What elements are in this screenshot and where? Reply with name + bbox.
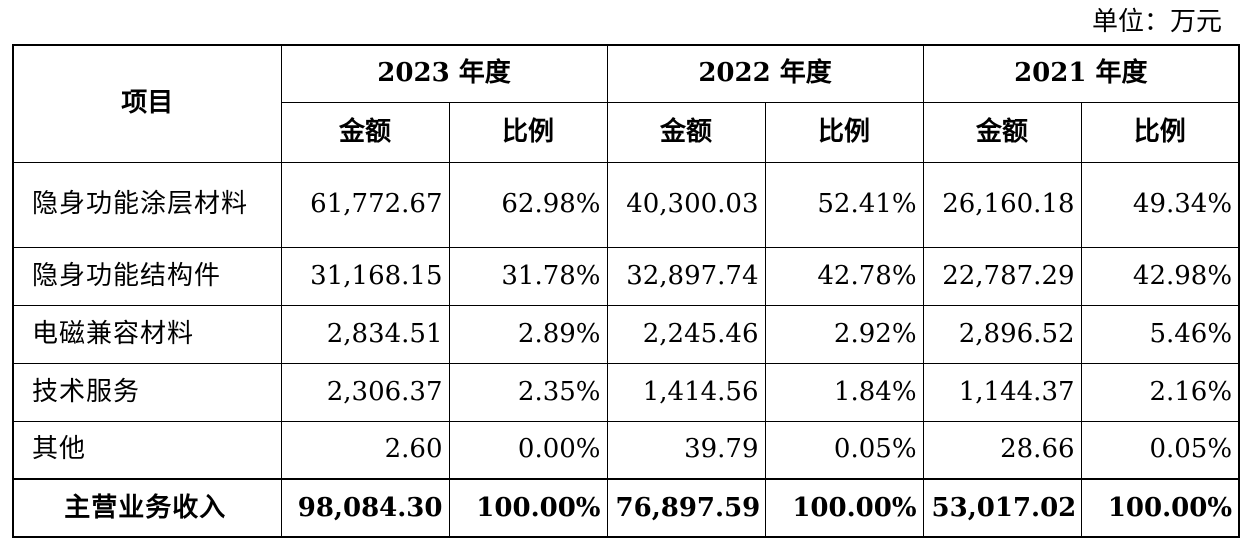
cell-ratio-2022: 52.41%	[764, 161, 924, 248]
cell-ratio-2023: 31.78%	[448, 246, 608, 306]
cell-ratio-2021: 5.46%	[1080, 304, 1240, 364]
header-amount: 金额	[606, 101, 766, 163]
table-row: 隐身功能结构件 31,168.15 31.78% 32,897.74 42.78…	[12, 246, 1240, 306]
header-ratio: 比例	[1080, 101, 1240, 163]
cell-amount-2022: 39.79	[606, 420, 766, 480]
table-row: 其他 2.60 0.00% 39.79 0.05% 28.66 0.05%	[12, 420, 1240, 480]
cell-amount-2021: 26,160.18	[922, 161, 1082, 248]
header-item: 项目	[12, 44, 282, 163]
cell-amount-2022: 40,300.03	[606, 161, 766, 248]
table-row: 技术服务 2,306.37 2.35% 1,414.56 1.84% 1,144…	[12, 362, 1240, 422]
header-ratio: 比例	[448, 101, 608, 163]
total-ratio-2023: 100.00%	[448, 478, 608, 538]
header-ratio: 比例	[764, 101, 924, 163]
cell-ratio-2022: 2.92%	[764, 304, 924, 364]
row-label: 技术服务	[12, 362, 282, 422]
revenue-table: 项目 2023 年度 2022 年度 2021 年度 金额 比例 金额 比例 金…	[12, 44, 1241, 538]
cell-ratio-2022: 42.78%	[764, 246, 924, 306]
row-label: 隐身功能结构件	[12, 246, 282, 306]
header-row-years: 项目 2023 年度 2022 年度 2021 年度	[12, 44, 1240, 163]
cell-amount-2023: 31,168.15	[280, 246, 450, 306]
header-year-2023: 2023 年度	[280, 44, 608, 103]
cell-amount-2021: 1,144.37	[922, 362, 1082, 422]
header-amount: 金额	[922, 101, 1082, 163]
header-amount: 金额	[280, 101, 450, 163]
cell-ratio-2023: 2.89%	[448, 304, 608, 364]
total-label: 主营业务收入	[12, 478, 282, 538]
header-year-2021: 2021 年度	[922, 44, 1240, 103]
cell-amount-2023: 2,306.37	[280, 362, 450, 422]
total-ratio-2022: 100.00%	[764, 478, 924, 538]
cell-ratio-2021: 2.16%	[1080, 362, 1240, 422]
cell-ratio-2023: 62.98%	[448, 161, 608, 248]
cell-amount-2021: 28.66	[922, 420, 1082, 480]
cell-ratio-2021: 49.34%	[1080, 161, 1240, 248]
cell-amount-2022: 1,414.56	[606, 362, 766, 422]
total-amount-2021: 53,017.02	[922, 478, 1082, 538]
cell-ratio-2023: 2.35%	[448, 362, 608, 422]
cell-amount-2023: 2,834.51	[280, 304, 450, 364]
cell-ratio-2023: 0.00%	[448, 420, 608, 480]
cell-ratio-2021: 42.98%	[1080, 246, 1240, 306]
cell-amount-2021: 2,896.52	[922, 304, 1082, 364]
unit-label: 单位：万元	[1091, 7, 1222, 37]
cell-ratio-2022: 0.05%	[764, 420, 924, 480]
cell-ratio-2022: 1.84%	[764, 362, 924, 422]
table-row: 隐身功能涂层材料 61,772.67 62.98% 40,300.03 52.4…	[12, 161, 1240, 248]
header-year-2022: 2022 年度	[606, 44, 924, 103]
cell-amount-2021: 22,787.29	[922, 246, 1082, 306]
row-label: 隐身功能涂层材料	[12, 161, 282, 248]
table-row: 电磁兼容材料 2,834.51 2.89% 2,245.46 2.92% 2,8…	[12, 304, 1240, 364]
cell-amount-2023: 61,772.67	[280, 161, 450, 248]
row-label: 其他	[12, 420, 282, 480]
total-ratio-2021: 100.00%	[1080, 478, 1240, 538]
cell-amount-2022: 2,245.46	[606, 304, 766, 364]
cell-amount-2023: 2.60	[280, 420, 450, 480]
total-amount-2022: 76,897.59	[606, 478, 766, 538]
total-amount-2023: 98,084.30	[280, 478, 450, 538]
row-label: 电磁兼容材料	[12, 304, 282, 364]
cell-ratio-2021: 0.05%	[1080, 420, 1240, 480]
total-row: 主营业务收入 98,084.30 100.00% 76,897.59 100.0…	[12, 478, 1240, 538]
cell-amount-2022: 32,897.74	[606, 246, 766, 306]
